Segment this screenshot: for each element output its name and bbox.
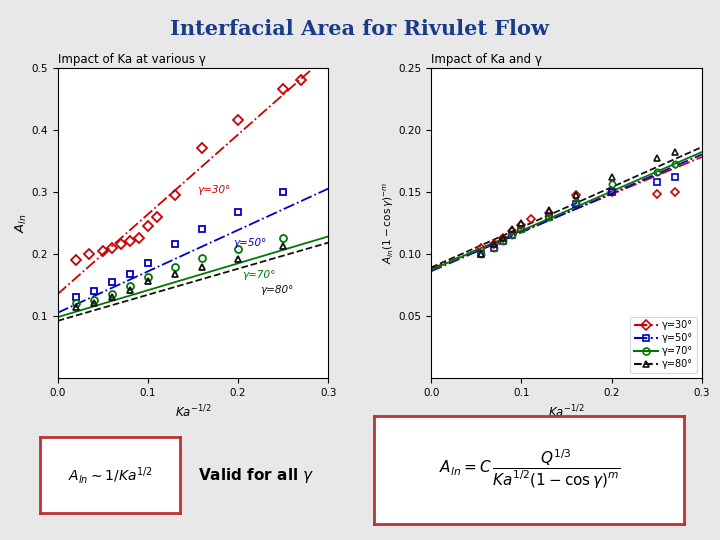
- Text: γ=80°: γ=80°: [261, 286, 294, 295]
- Text: Impact of Ka at various γ: Impact of Ka at various γ: [58, 53, 205, 66]
- Text: γ=50°: γ=50°: [233, 238, 267, 247]
- Legend: γ=30°, γ=50°, γ=70°, γ=80°: γ=30°, γ=50°, γ=70°, γ=80°: [630, 316, 697, 373]
- Text: $A_{ln} = C \, \dfrac{Q^{1/3}}{Ka^{1/2}(1-\cos\gamma)^{m}}$: $A_{ln} = C \, \dfrac{Q^{1/3}}{Ka^{1/2}(…: [438, 448, 620, 491]
- X-axis label: $Ka^{-1/2}$: $Ka^{-1/2}$: [175, 403, 211, 420]
- Text: Valid for all $\gamma$: Valid for all $\gamma$: [198, 465, 315, 485]
- Y-axis label: $A_{ln}(1-\cos\gamma)^{-m}$: $A_{ln}(1-\cos\gamma)^{-m}$: [381, 182, 395, 264]
- Text: Interfacial Area for Rivulet Flow: Interfacial Area for Rivulet Flow: [171, 19, 549, 39]
- Text: $A_{ln} \sim 1/Ka^{1/2}$: $A_{ln} \sim 1/Ka^{1/2}$: [68, 465, 152, 485]
- Text: γ=70°: γ=70°: [243, 270, 276, 280]
- X-axis label: $Ka^{-1/2}$: $Ka^{-1/2}$: [549, 403, 585, 420]
- Text: Impact of Ka and γ: Impact of Ka and γ: [431, 53, 542, 66]
- Text: γ=30°: γ=30°: [197, 185, 231, 195]
- Y-axis label: $A_{ln}$: $A_{ln}$: [14, 213, 29, 233]
